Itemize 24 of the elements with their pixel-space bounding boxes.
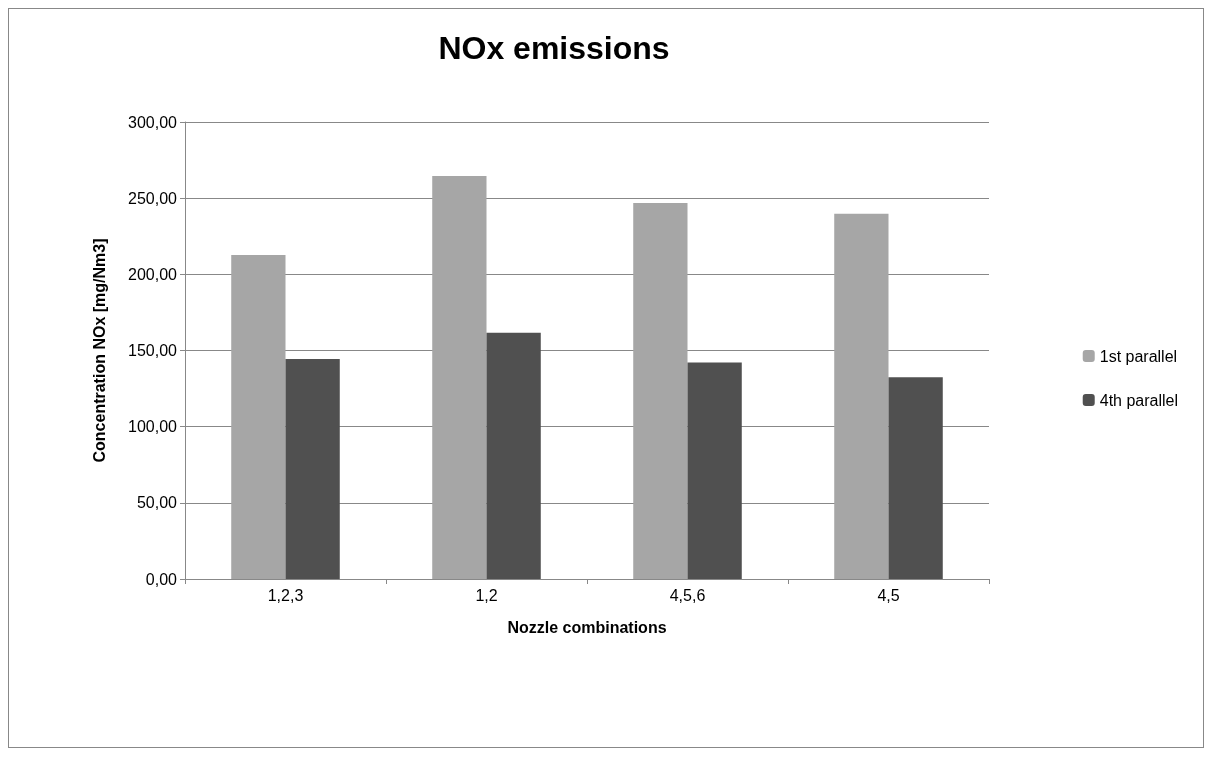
x-tick-label: 1,2 [475, 586, 498, 604]
x-tick-label: 1,2,3 [267, 586, 304, 604]
bar [687, 362, 742, 579]
x-tick-label: 4,5 [877, 586, 900, 604]
bar [432, 175, 487, 579]
y-tick-label: 300,00 [128, 113, 178, 131]
bar [633, 202, 688, 579]
bar [834, 213, 889, 579]
y-tick-label: 50,00 [136, 494, 178, 512]
y-axis-title: Concentration NOx [mg/Nm3] [90, 238, 108, 463]
y-tick-label: 250,00 [128, 189, 178, 207]
bar [486, 332, 541, 579]
bar [888, 377, 943, 579]
x-axis-title: Nozzle combinations [507, 618, 667, 636]
bar [285, 359, 340, 579]
y-tick-label: 150,00 [128, 342, 178, 359]
legend-label: 4th parallel [1099, 391, 1179, 409]
y-tick-label: 100,00 [128, 418, 178, 436]
y-tick-label: 0,00 [145, 570, 178, 588]
bar [231, 254, 286, 579]
x-tick-label: 4,5,6 [669, 586, 706, 604]
chart-title: NOx emissions [438, 30, 670, 66]
legend-label: 1st parallel [1099, 347, 1178, 365]
y-tick-label: 200,00 [128, 265, 178, 283]
